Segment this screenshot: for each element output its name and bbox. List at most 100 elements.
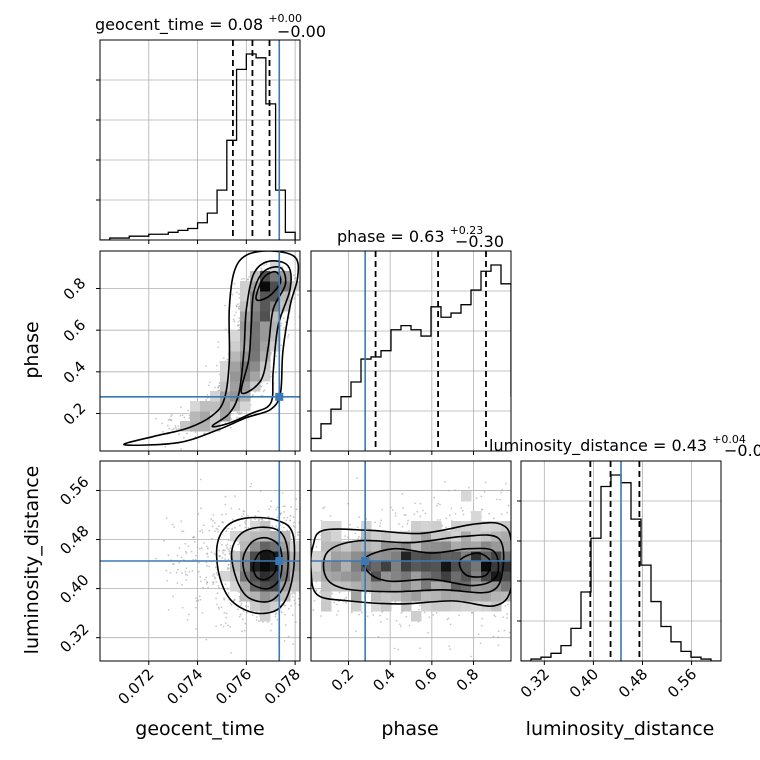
scatter-point <box>321 622 323 624</box>
scatter-point <box>282 317 285 320</box>
scatter-point <box>207 384 210 387</box>
scatter-point <box>195 628 197 630</box>
density-cell <box>260 331 271 342</box>
scatter-point <box>183 416 186 419</box>
scatter-point <box>242 610 245 612</box>
scatter-point <box>305 547 307 549</box>
scatter-point <box>217 386 220 389</box>
scatter-point <box>167 419 170 421</box>
density-cell <box>190 401 201 412</box>
scatter-point <box>184 573 187 576</box>
scatter-point <box>186 618 189 621</box>
scatter-point <box>237 608 239 611</box>
title-luminosity-distance-minus: −0.04 <box>724 441 760 460</box>
scatter-point <box>167 554 170 557</box>
scatter-point <box>309 581 311 583</box>
scatter-point <box>224 495 227 498</box>
scatter-point <box>280 324 282 327</box>
scatter-point <box>304 554 306 556</box>
scatter-point <box>308 605 310 607</box>
scatter-point <box>237 307 240 310</box>
scatter-point <box>304 545 306 547</box>
density-cell <box>270 321 281 332</box>
scatter-point <box>293 521 296 524</box>
scatter-point <box>176 582 179 584</box>
scatter-point <box>222 357 225 359</box>
scatter-point <box>289 514 292 517</box>
scatter-point <box>325 517 327 519</box>
scatter-point <box>324 495 326 497</box>
density-cell <box>230 341 241 352</box>
scatter-point <box>225 513 227 515</box>
contour-level-2 <box>240 266 287 395</box>
scatter-point <box>199 580 202 583</box>
scatter-point <box>294 277 297 280</box>
scatter-point <box>227 527 230 530</box>
scatter-point <box>292 591 295 594</box>
scatter-point <box>199 530 202 533</box>
scatter-point <box>237 303 239 306</box>
density-cell <box>270 331 281 342</box>
density-cell <box>250 291 261 302</box>
scatter-point <box>206 394 209 396</box>
scatter-point <box>271 525 274 528</box>
scatter-point <box>314 549 316 551</box>
scatter-point <box>225 612 228 615</box>
scatter-point <box>305 600 307 602</box>
scatter-point <box>216 592 219 595</box>
scatter-point <box>270 500 273 503</box>
scatter-point <box>293 599 296 602</box>
scatter-point <box>220 623 222 626</box>
histogram-geocent_time <box>100 53 296 240</box>
density-cell <box>210 411 221 422</box>
scatter-point <box>187 613 190 616</box>
scatter-point <box>172 595 175 598</box>
scatter-point <box>243 509 245 512</box>
y-tick-label: 0.8 <box>60 274 90 304</box>
scatter-point <box>284 624 287 626</box>
density-cell <box>180 421 191 432</box>
density-cell <box>230 351 241 362</box>
scatter-point <box>180 448 183 451</box>
scatter-point <box>283 326 285 329</box>
density-cell <box>190 411 201 422</box>
density-cell <box>250 351 261 362</box>
density-cell <box>240 281 251 292</box>
scatter-point <box>284 321 287 324</box>
xlabel-luminosity-distance: luminosity_distance <box>526 718 715 740</box>
scatter-point <box>175 571 178 574</box>
scatter-point <box>238 524 241 527</box>
density-cell <box>250 321 261 332</box>
scatter-point <box>220 543 223 546</box>
scatter-point <box>297 534 300 536</box>
density-cell <box>260 291 271 302</box>
scatter-point <box>224 304 226 307</box>
truth-marker <box>275 392 284 401</box>
density-cell <box>220 361 231 372</box>
density-cell <box>250 371 261 382</box>
contour-level-0 <box>123 251 300 447</box>
hist-panel-luminosity_distance <box>521 461 721 661</box>
frame-group <box>307 250 512 455</box>
scatter-point <box>170 415 172 418</box>
scatter-point <box>195 597 198 600</box>
scatter-point <box>270 351 273 354</box>
scatter-point <box>293 592 296 594</box>
scatter-point <box>186 432 188 435</box>
density-cell <box>250 331 261 342</box>
scatter-point <box>303 584 305 586</box>
scatter-point <box>297 597 300 600</box>
scatter-point <box>370 630 372 632</box>
scatter-point <box>244 523 247 525</box>
scatter-point <box>226 567 229 570</box>
scatter-point <box>215 580 218 583</box>
scatter-point <box>255 616 258 619</box>
scatter-point <box>308 517 310 519</box>
scatter-point <box>190 550 193 553</box>
scatter-point <box>217 346 220 349</box>
hist-panel-geocent_time <box>100 40 300 240</box>
title-phase: phase = 0.63 +0.23 <box>337 224 483 246</box>
scatter-point <box>274 371 277 374</box>
scatter-point <box>182 530 185 533</box>
scatter-point <box>214 530 216 533</box>
